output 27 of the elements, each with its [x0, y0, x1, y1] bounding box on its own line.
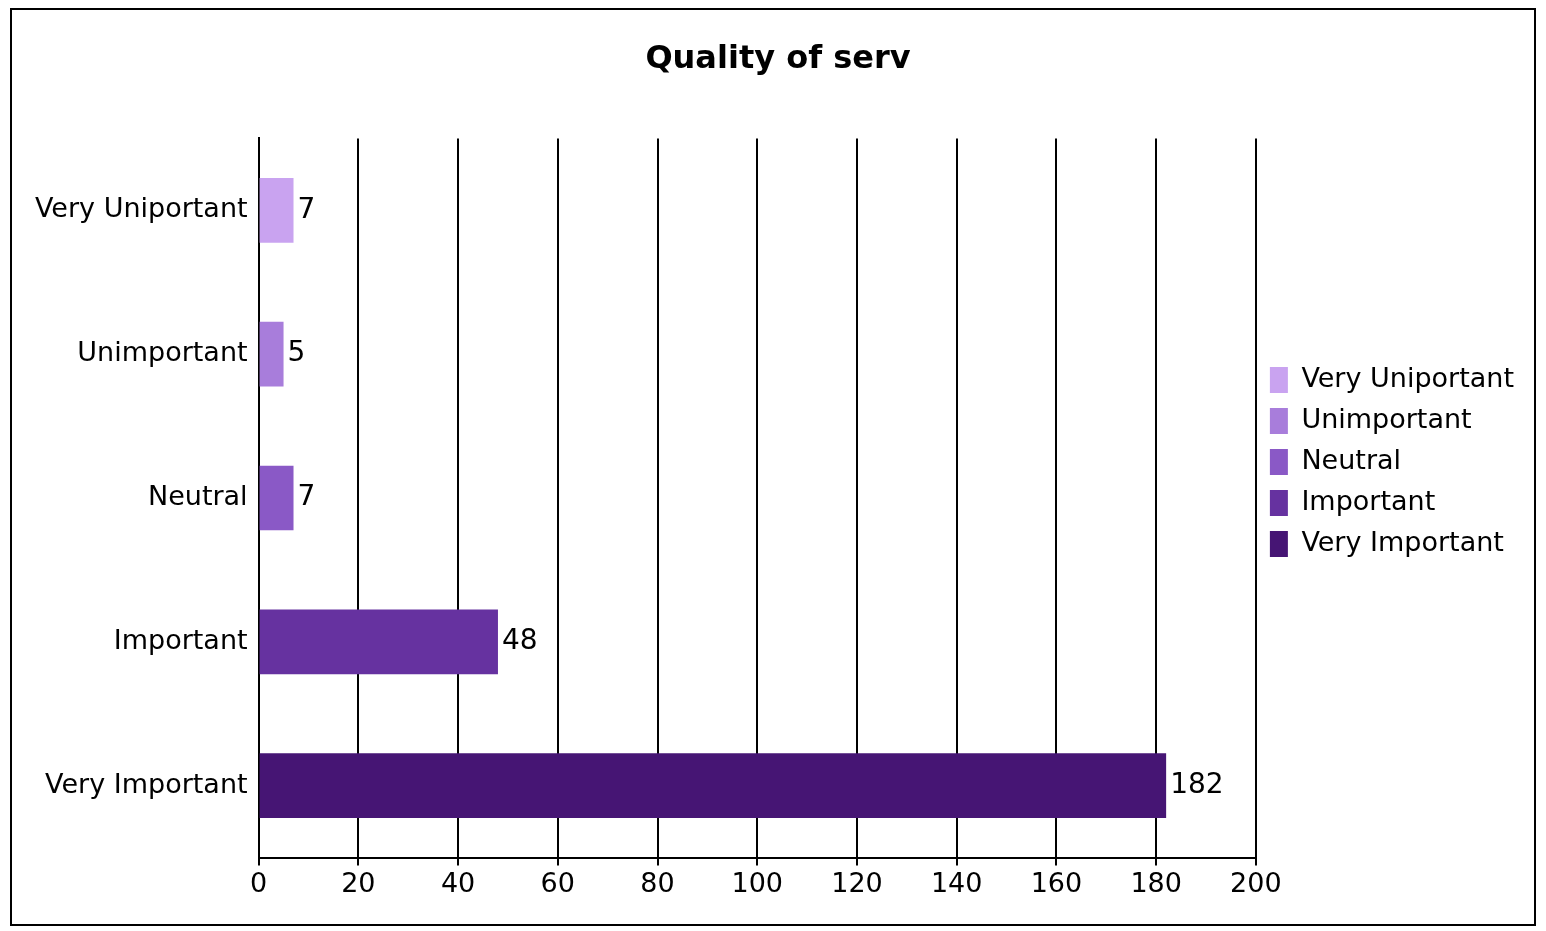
legend-label: Unimportant — [1301, 403, 1472, 435]
x-tick-label: 160 — [1030, 866, 1083, 898]
y-tick-label: Unimportant — [77, 336, 248, 368]
x-tick-label: 80 — [640, 866, 675, 898]
legend-label: Very Important — [1301, 526, 1504, 558]
y-tick-label: Neutral — [147, 480, 248, 512]
x-tick-label: 40 — [440, 866, 476, 898]
y-tick-label: Important — [113, 623, 248, 655]
x-tick-label: 20 — [341, 866, 376, 898]
data-label: 5 — [287, 335, 306, 369]
data-label: 7 — [297, 191, 316, 225]
legend-label: Very Uniportant — [1301, 362, 1515, 394]
data-label: 182 — [1170, 766, 1224, 800]
data-label: 7 — [297, 479, 316, 513]
x-tick-label: 0 — [250, 866, 268, 898]
chart-title: Quality of serv — [645, 37, 911, 76]
y-tick-label: Very Important — [45, 767, 248, 799]
y-tick-label: Very Uniportant — [34, 192, 248, 224]
data-label: 48 — [501, 623, 538, 657]
x-tick-label: 180 — [1130, 866, 1182, 898]
x-tick-label: 60 — [540, 866, 575, 898]
legend-label: Important — [1301, 485, 1436, 517]
x-tick-label: 140 — [930, 866, 983, 898]
x-tick-label: 100 — [731, 866, 784, 898]
x-tick-label: 120 — [831, 866, 883, 898]
x-tick-label: 200 — [1230, 866, 1282, 898]
legend-label: Neutral — [1301, 444, 1402, 476]
